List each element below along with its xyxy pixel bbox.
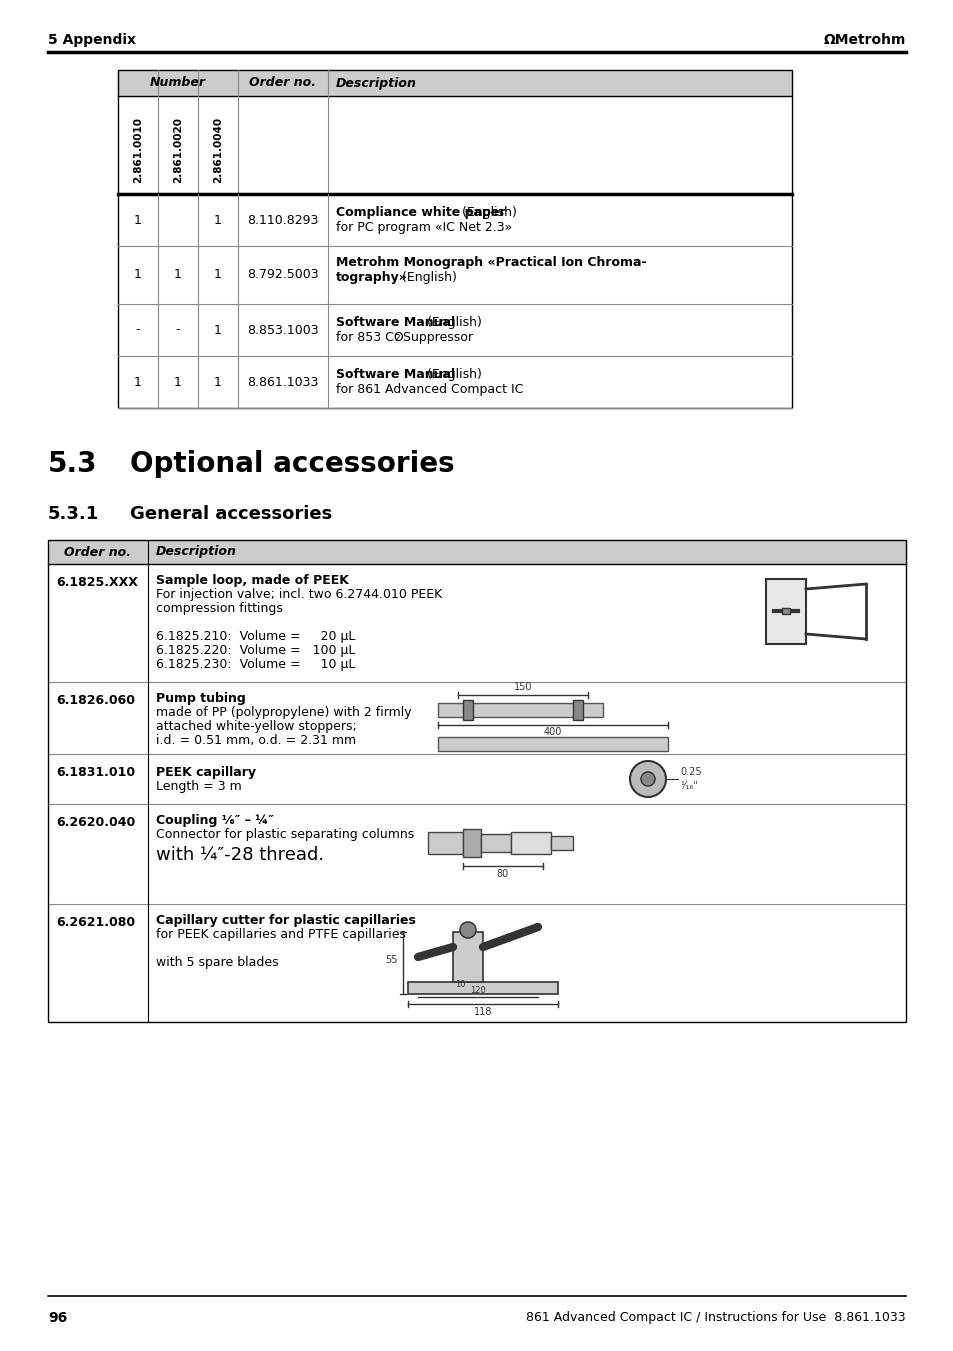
Text: with 5 spare blades: with 5 spare blades — [156, 957, 278, 969]
Text: Order no.: Order no. — [250, 77, 316, 89]
Text: Pump tubing: Pump tubing — [156, 692, 246, 705]
Text: (English): (English) — [422, 316, 481, 330]
Text: tography»: tography» — [335, 272, 407, 284]
Circle shape — [459, 921, 476, 938]
Text: 861 Advanced Compact IC / Instructions for Use  8.861.1033: 861 Advanced Compact IC / Instructions f… — [526, 1312, 905, 1324]
Text: Capillary cutter for plastic capillaries: Capillary cutter for plastic capillaries — [156, 915, 416, 927]
Bar — [437, 703, 602, 717]
Text: with ¼″-28 thread.: with ¼″-28 thread. — [156, 846, 324, 865]
Text: for PC program «IC Net 2.3»: for PC program «IC Net 2.3» — [335, 222, 512, 234]
Text: 80: 80 — [497, 869, 509, 880]
Bar — [48, 540, 905, 1021]
Text: 1: 1 — [213, 323, 222, 336]
Text: 5 Appendix: 5 Appendix — [48, 32, 136, 47]
Text: Software Manual: Software Manual — [335, 367, 455, 381]
Text: 8.792.5003: 8.792.5003 — [247, 269, 318, 281]
Text: 2.861.0020: 2.861.0020 — [172, 118, 183, 182]
Text: 5.3: 5.3 — [48, 450, 97, 478]
Text: Sample loop, made of PEEK: Sample loop, made of PEEK — [156, 574, 349, 586]
Text: 6.1831.010: 6.1831.010 — [56, 766, 135, 780]
Text: Suppressor: Suppressor — [398, 331, 473, 345]
Text: 8.853.1003: 8.853.1003 — [247, 323, 318, 336]
Text: Software Manual: Software Manual — [335, 316, 455, 330]
Text: made of PP (polypropylene) with 2 firmly: made of PP (polypropylene) with 2 firmly — [156, 707, 411, 719]
Text: 400: 400 — [543, 727, 561, 738]
Text: 6.2621.080: 6.2621.080 — [56, 916, 135, 929]
Text: Connector for plastic separating columns: Connector for plastic separating columns — [156, 828, 414, 842]
Text: Number: Number — [150, 77, 206, 89]
Bar — [765, 580, 805, 644]
Text: compression fittings: compression fittings — [156, 603, 283, 615]
Circle shape — [629, 761, 665, 797]
Text: attached white-yellow stoppers;: attached white-yellow stoppers; — [156, 720, 356, 734]
Text: -: - — [175, 323, 180, 336]
Text: 8.861.1033: 8.861.1033 — [247, 376, 318, 389]
Text: for 853 CO: for 853 CO — [335, 331, 403, 345]
Text: Coupling ⅙″ – ¼″: Coupling ⅙″ – ¼″ — [156, 815, 274, 827]
Text: 6.1825.230:  Volume =     10 μL: 6.1825.230: Volume = 10 μL — [156, 658, 355, 671]
Bar — [462, 830, 480, 857]
Text: Order no.: Order no. — [65, 546, 132, 558]
Text: ΩMetrohm: ΩMetrohm — [822, 32, 905, 47]
Text: ¹⁄₁₆": ¹⁄₁₆" — [679, 781, 697, 790]
Bar — [428, 832, 462, 854]
Text: Compliance white paper: Compliance white paper — [335, 205, 505, 219]
Text: 1: 1 — [134, 213, 142, 227]
Text: 55: 55 — [385, 955, 397, 965]
Text: 120: 120 — [470, 986, 485, 994]
Text: 5.3.1: 5.3.1 — [48, 505, 99, 523]
Text: 2: 2 — [394, 334, 399, 343]
Bar — [480, 834, 511, 852]
Text: For injection valve; incl. two 6.2744.010 PEEK: For injection valve; incl. two 6.2744.01… — [156, 588, 442, 601]
Text: 10: 10 — [455, 979, 465, 989]
Text: Optional accessories: Optional accessories — [130, 450, 455, 478]
Bar — [48, 540, 905, 563]
Text: i.d. = 0.51 mm, o.d. = 2.31 mm: i.d. = 0.51 mm, o.d. = 2.31 mm — [156, 734, 355, 747]
Text: 1: 1 — [213, 213, 222, 227]
Circle shape — [640, 771, 655, 786]
Text: Length = 3 m: Length = 3 m — [156, 780, 241, 793]
Text: 1: 1 — [173, 269, 182, 281]
Text: 2.861.0010: 2.861.0010 — [132, 118, 143, 182]
Bar — [408, 982, 558, 994]
Text: 1: 1 — [213, 376, 222, 389]
Text: 6.1825.XXX: 6.1825.XXX — [56, 576, 138, 589]
Bar — [453, 932, 482, 982]
Bar — [462, 700, 473, 720]
Bar — [551, 836, 573, 850]
Bar — [118, 70, 791, 96]
Text: 6.1825.220:  Volume =   100 μL: 6.1825.220: Volume = 100 μL — [156, 644, 355, 657]
Text: PEEK capillary: PEEK capillary — [156, 766, 255, 780]
Text: (English): (English) — [397, 272, 456, 284]
Text: for PEEK capillaries and PTFE capillaries: for PEEK capillaries and PTFE capillarie… — [156, 928, 406, 942]
Text: 6.2620.040: 6.2620.040 — [56, 816, 135, 830]
Text: (English): (English) — [457, 205, 517, 219]
Text: 96: 96 — [48, 1310, 67, 1325]
Text: for 861 Advanced Compact IC: for 861 Advanced Compact IC — [335, 382, 523, 396]
Text: 1: 1 — [173, 376, 182, 389]
Text: (English): (English) — [422, 367, 481, 381]
Bar — [573, 700, 582, 720]
Text: 1: 1 — [213, 269, 222, 281]
Text: General accessories: General accessories — [130, 505, 332, 523]
Text: 150: 150 — [514, 682, 532, 692]
Text: Description: Description — [156, 546, 236, 558]
Text: 6.1825.210:  Volume =     20 μL: 6.1825.210: Volume = 20 μL — [156, 630, 355, 643]
Text: 6.1826.060: 6.1826.060 — [56, 694, 135, 707]
Text: 118: 118 — [474, 1006, 492, 1017]
Bar — [437, 738, 667, 751]
Text: 8.110.8293: 8.110.8293 — [247, 213, 318, 227]
Text: Metrohm Monograph «Practical Ion Chroma-: Metrohm Monograph «Practical Ion Chroma- — [335, 255, 646, 269]
Bar — [781, 608, 789, 613]
Bar — [118, 70, 791, 408]
Text: 1: 1 — [134, 376, 142, 389]
Text: 1: 1 — [134, 269, 142, 281]
Text: -: - — [135, 323, 140, 336]
Text: 2.861.0040: 2.861.0040 — [213, 118, 223, 184]
Text: 0.25: 0.25 — [679, 767, 700, 777]
Text: Description: Description — [335, 77, 416, 89]
Bar — [511, 832, 551, 854]
